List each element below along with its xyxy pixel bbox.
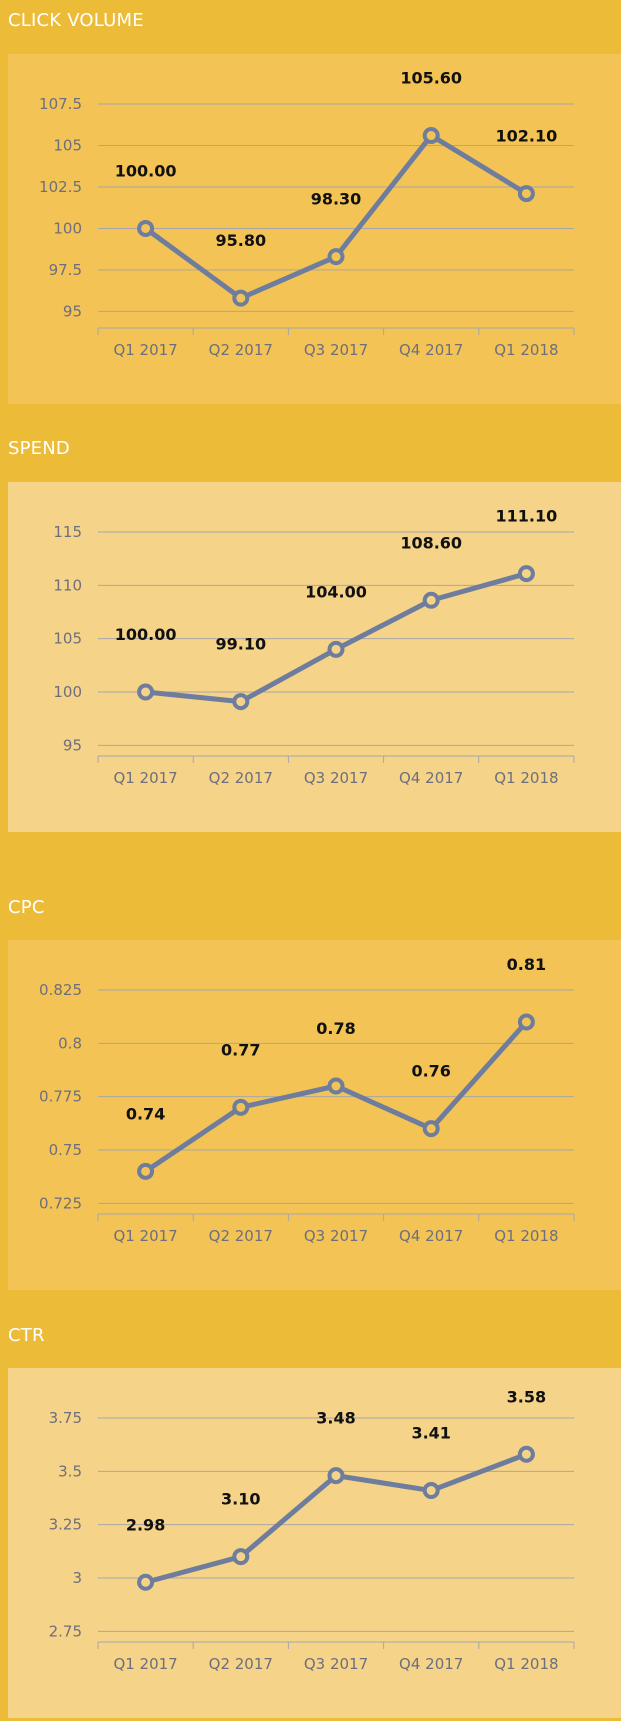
click-volume-data-label: 105.60: [400, 69, 462, 88]
chart-title-ctr: CTR: [8, 1325, 45, 1346]
cpc-data-label: 0.76: [411, 1062, 450, 1081]
click-volume-data-label: 100.00: [115, 161, 177, 180]
cpc-data-point: [422, 1120, 440, 1138]
spend-xtick-label: Q2 2017: [209, 769, 273, 787]
click-volume-xtick-label: Q1 2018: [494, 341, 558, 359]
cpc-data-label: 0.78: [316, 1019, 355, 1038]
click-volume-ytick-label: 100: [53, 219, 82, 237]
cpc-xtick-label: Q1 2017: [113, 1227, 177, 1245]
chart-title-click-volume: CLICK VOLUME: [8, 10, 144, 31]
chart-click-volume: 95 97.5 100 102.5 105 107.5 Q1 2017 Q2 2017 Q3 2…: [39, 69, 575, 359]
click-volume-series-line: [143, 133, 529, 301]
click-volume-data-point: [137, 219, 155, 237]
ctr-data-point: [517, 1445, 535, 1463]
spend-ytick-label: 115: [53, 523, 82, 541]
spend-ytick-label: 95: [63, 736, 82, 754]
cpc-data-label: 0.81: [507, 955, 546, 974]
cpc-data-point: [232, 1098, 250, 1116]
click-volume-xtick-label: Q2 2017: [209, 341, 273, 359]
cpc-ytick-label: 0.8: [58, 1034, 82, 1052]
spend-data-label: 111.10: [496, 507, 558, 526]
spend-xtick-label: Q4 2017: [399, 769, 463, 787]
chart-ctr: 2.75 3 3.25 3.5 3.75 Q1 2017 Q2 2017 Q3 2017 Q4 …: [49, 1387, 575, 1673]
spend-data-label: 108.60: [400, 533, 462, 552]
cpc-xtick-label: Q3 2017: [304, 1227, 368, 1245]
ctr-xtick-label: Q4 2017: [399, 1655, 463, 1673]
ctr-data-label: 3.48: [316, 1409, 355, 1428]
click-volume-xtick-label: Q3 2017: [304, 341, 368, 359]
chart-cpc: 0.725 0.75 0.775 0.8 0.825 Q1 2017 Q2 2017 Q3 2…: [39, 955, 575, 1245]
cpc-xtick-label: Q4 2017: [399, 1227, 463, 1245]
ctr-xtick-label: Q1 2018: [494, 1655, 558, 1673]
cpc-ytick-label: 0.775: [39, 1088, 82, 1106]
click-volume-data-point: [517, 185, 535, 203]
cpc-ytick-label: 0.75: [49, 1141, 82, 1159]
spend-data-label: 100.00: [115, 625, 177, 644]
click-volume-data-label: 95.80: [215, 231, 266, 250]
spend-data-point: [232, 693, 250, 711]
ctr-data-label: 3.41: [411, 1424, 450, 1443]
cpc-data-label: 0.77: [221, 1040, 260, 1059]
ctr-xtick-label: Q3 2017: [304, 1655, 368, 1673]
spend-ytick-label: 105: [53, 630, 82, 648]
click-volume-data-point: [327, 248, 345, 266]
click-volume-ytick-label: 107.5: [39, 95, 82, 113]
chart-panel-spend: 95 100 105 110 115 Q1 2017 Q2 2017 Q3 2017 Q4 20…: [8, 482, 621, 832]
ctr-data-label: 3.10: [221, 1490, 260, 1509]
spend-data-label: 104.00: [305, 582, 367, 601]
ctr-data-label: 3.58: [507, 1387, 546, 1406]
spend-data-point: [422, 591, 440, 609]
spend-data-point: [517, 565, 535, 583]
ctr-ytick-label: 3.25: [49, 1516, 82, 1534]
cpc-ytick-label: 0.825: [39, 981, 82, 999]
cpc-data-label: 0.74: [126, 1104, 165, 1123]
spend-data-point: [137, 683, 155, 701]
ctr-ytick-label: 3: [72, 1569, 82, 1587]
ctr-data-point: [232, 1548, 250, 1566]
click-volume-ytick-label: 95: [63, 302, 82, 320]
ctr-ytick-label: 3.5: [58, 1462, 82, 1480]
ctr-xtick-label: Q1 2017: [113, 1655, 177, 1673]
ctr-ytick-label: 3.75: [49, 1409, 82, 1427]
spend-data-point: [327, 640, 345, 658]
spend-xtick-label: Q1 2018: [494, 769, 558, 787]
chart-spend: 95 100 105 110 115 Q1 2017 Q2 2017 Q3 2017 Q4 20…: [53, 507, 575, 787]
cpc-ytick-label: 0.725: [39, 1194, 82, 1212]
cpc-data-point: [327, 1077, 345, 1095]
chart-panel-ctr: 2.75 3 3.25 3.5 3.75 Q1 2017 Q2 2017 Q3 2017 Q4 …: [8, 1368, 621, 1718]
cpc-xtick-label: Q2 2017: [209, 1227, 273, 1245]
ctr-ytick-label: 2.75: [49, 1622, 82, 1640]
click-volume-data-point: [232, 289, 250, 307]
cpc-xtick-label: Q1 2018: [494, 1227, 558, 1245]
ctr-data-point: [422, 1482, 440, 1500]
click-volume-data-label: 102.10: [496, 127, 558, 146]
spend-xtick-label: Q3 2017: [304, 769, 368, 787]
cpc-data-point: [517, 1013, 535, 1031]
click-volume-data-point: [422, 127, 440, 145]
ctr-xtick-label: Q2 2017: [209, 1655, 273, 1673]
ctr-data-point: [137, 1573, 155, 1591]
spend-xtick-label: Q1 2017: [113, 769, 177, 787]
click-volume-data-label: 98.30: [311, 190, 362, 209]
click-volume-xtick-label: Q4 2017: [399, 341, 463, 359]
cpc-data-point: [137, 1162, 155, 1180]
click-volume-ytick-label: 102.5: [39, 178, 82, 196]
chart-panel-click-volume: 95 97.5 100 102.5 105 107.5 Q1 2017 Q2 2017 Q3 2…: [8, 54, 621, 404]
click-volume-ytick-label: 97.5: [49, 261, 82, 279]
chart-panel-cpc: 0.725 0.75 0.775 0.8 0.825 Q1 2017 Q2 2017 Q3 2…: [8, 940, 621, 1290]
chart-title-cpc: CPC: [8, 897, 45, 918]
spend-data-label: 99.10: [215, 635, 266, 654]
spend-ytick-label: 100: [53, 683, 82, 701]
click-volume-xtick-label: Q1 2017: [113, 341, 177, 359]
spend-ytick-label: 110: [53, 576, 82, 594]
click-volume-ytick-label: 105: [53, 136, 82, 154]
ctr-data-point: [327, 1467, 345, 1485]
chart-title-spend: SPEND: [8, 438, 70, 459]
ctr-data-label: 2.98: [126, 1515, 165, 1534]
